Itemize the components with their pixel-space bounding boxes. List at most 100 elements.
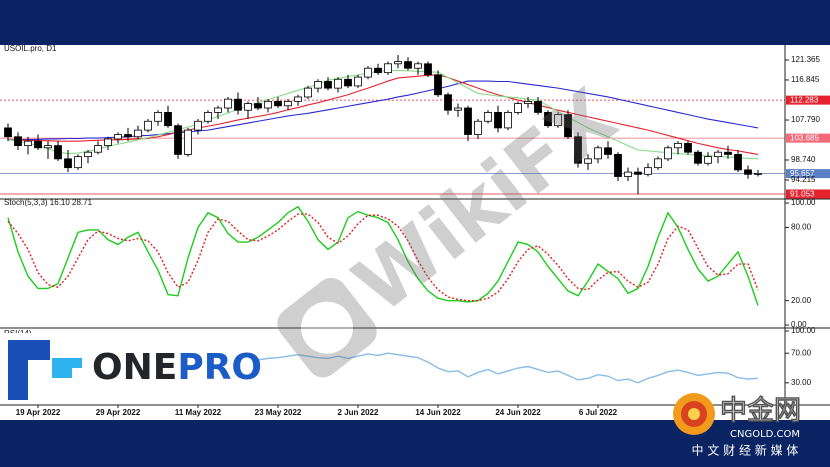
y-tick-label: 20.00 bbox=[791, 296, 812, 305]
candle-body bbox=[84, 151, 92, 158]
candle-body bbox=[524, 100, 532, 104]
x-tick-label: 29 Apr 2022 bbox=[96, 408, 141, 417]
candle-body bbox=[594, 147, 602, 160]
x-tick-label: 2 Jun 2022 bbox=[338, 408, 379, 417]
candle-body bbox=[654, 158, 662, 169]
series-line bbox=[7, 69, 759, 160]
candle-body bbox=[434, 74, 442, 96]
logo-text: ONEPRO bbox=[92, 347, 262, 388]
candle-body bbox=[134, 129, 142, 138]
candle-body bbox=[264, 100, 272, 109]
candle-body bbox=[74, 156, 82, 169]
logo-shape bbox=[8, 360, 28, 380]
candle-body bbox=[324, 81, 332, 89]
logo-shape bbox=[28, 340, 50, 360]
candle-body bbox=[404, 61, 412, 69]
logo-text: 中金网 bbox=[720, 395, 801, 427]
y-tick-label: 80.00 bbox=[791, 223, 812, 232]
level-label-box bbox=[786, 95, 830, 105]
series-line bbox=[7, 213, 759, 302]
candle-body bbox=[234, 98, 242, 111]
logo-shape bbox=[52, 358, 72, 378]
candle-body bbox=[754, 173, 762, 175]
logo-icon bbox=[688, 408, 700, 420]
candle-body bbox=[464, 107, 472, 135]
candle-body bbox=[444, 94, 452, 111]
y-tick-label: 98.740 bbox=[791, 155, 816, 164]
onepro-logo: ONEPRO bbox=[0, 333, 262, 403]
candle-body bbox=[54, 145, 62, 160]
candle-body bbox=[364, 67, 372, 78]
candle-body bbox=[174, 125, 182, 155]
candle-body bbox=[414, 63, 422, 69]
candle-body bbox=[544, 112, 552, 127]
candle-body bbox=[744, 169, 752, 175]
candle-body bbox=[114, 134, 122, 140]
candle-body bbox=[14, 136, 22, 146]
candle-body bbox=[584, 158, 592, 164]
watermark-icon bbox=[301, 301, 354, 354]
candle-body bbox=[724, 151, 732, 155]
candle-body bbox=[64, 158, 72, 169]
logo-site: CNGOLD.COM bbox=[730, 429, 800, 440]
watermark-icon bbox=[277, 277, 377, 378]
level-label: 112.283 bbox=[790, 96, 819, 105]
candle-body bbox=[244, 103, 252, 111]
y-tick-label: 30.00 bbox=[791, 378, 812, 387]
candle-body bbox=[504, 112, 512, 129]
candle-body bbox=[304, 87, 312, 98]
candle-body bbox=[674, 142, 682, 149]
candle-body bbox=[644, 167, 652, 175]
candle-body bbox=[124, 134, 132, 138]
panel-title: USOIL.pro, D1 bbox=[4, 44, 57, 53]
y-tick-label: 107.790 bbox=[791, 115, 820, 124]
series-line bbox=[7, 205, 759, 306]
candle-body bbox=[34, 140, 42, 149]
candle-body bbox=[614, 154, 622, 177]
level-label-box bbox=[786, 169, 830, 179]
x-tick-label: 14 Jun 2022 bbox=[415, 408, 461, 417]
candle-body bbox=[354, 76, 362, 87]
y-tick-label: 94.215 bbox=[791, 175, 816, 184]
candle-body bbox=[454, 107, 462, 111]
series-line bbox=[7, 74, 759, 155]
candle-body bbox=[44, 145, 52, 149]
x-tick-label: 6 Jul 2022 bbox=[579, 408, 618, 417]
y-tick-label: 100.00 bbox=[791, 198, 816, 207]
candle-body bbox=[554, 114, 562, 127]
candle-body bbox=[224, 98, 232, 109]
candle-body bbox=[564, 114, 572, 138]
candle-body bbox=[144, 120, 152, 131]
candle-body bbox=[514, 103, 522, 113]
candle-body bbox=[704, 156, 712, 164]
candle-body bbox=[4, 127, 12, 138]
y-tick-label: 0.00 bbox=[791, 320, 807, 329]
candle-body bbox=[24, 140, 32, 146]
candle-body bbox=[254, 103, 262, 109]
panel-title: Stoch(5,3,3) 16.10 28.71 bbox=[4, 198, 93, 207]
candle-body bbox=[664, 147, 672, 160]
candle-body bbox=[314, 81, 322, 89]
y-tick-label: 100.00 bbox=[791, 326, 816, 335]
level-label-box bbox=[786, 133, 830, 143]
candle-body bbox=[634, 171, 642, 175]
candle-body bbox=[214, 107, 222, 113]
candle-body bbox=[574, 136, 582, 164]
level-label: 91.053 bbox=[790, 190, 815, 199]
candle-body bbox=[394, 61, 402, 65]
candle-body bbox=[734, 154, 742, 171]
x-tick-label: 19 Apr 2022 bbox=[16, 408, 61, 417]
level-label-box bbox=[786, 189, 830, 199]
candle-body bbox=[424, 63, 432, 76]
candle-body bbox=[494, 112, 502, 129]
candle-body bbox=[194, 120, 202, 131]
x-tick-label: 24 Jun 2022 bbox=[495, 408, 541, 417]
candle-body bbox=[334, 78, 342, 89]
logo-shape bbox=[8, 380, 28, 400]
candle-body bbox=[694, 151, 702, 164]
candle-body bbox=[684, 142, 692, 153]
x-tick-label: 11 May 2022 bbox=[175, 408, 222, 417]
candle-body bbox=[534, 100, 542, 113]
candle-body bbox=[164, 112, 172, 127]
logo-shape bbox=[72, 358, 82, 368]
